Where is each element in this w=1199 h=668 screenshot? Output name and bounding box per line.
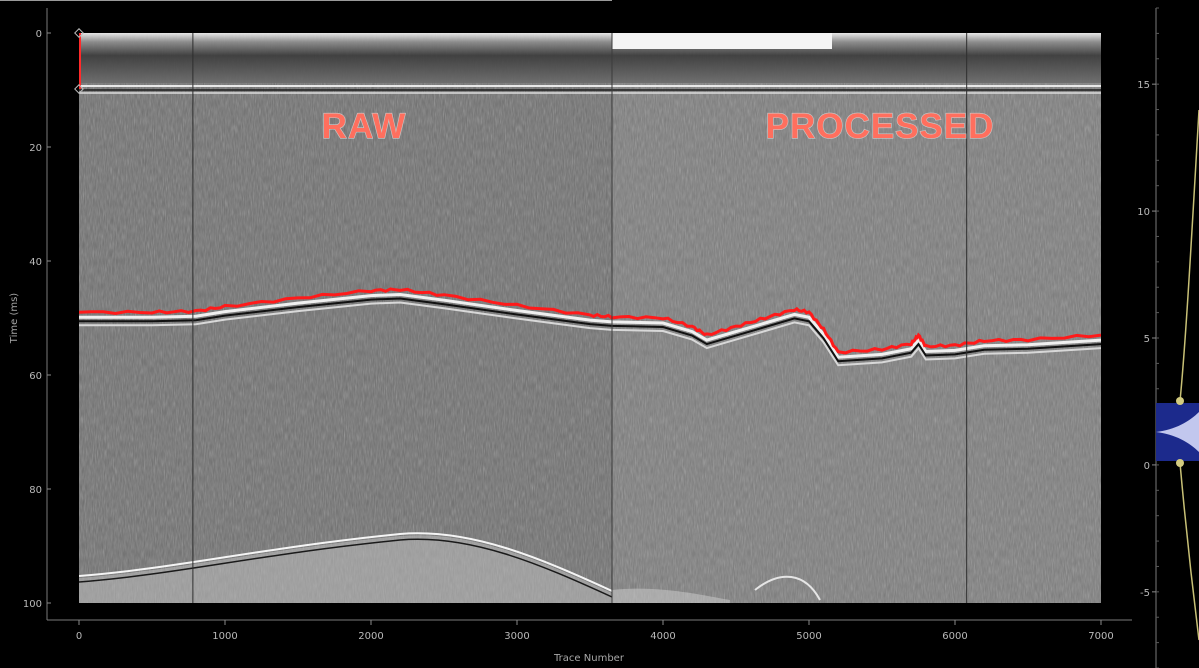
y-tick-label: 0 xyxy=(36,29,42,40)
curve-handle-top[interactable] xyxy=(1176,397,1184,405)
pick-start-marker[interactable] xyxy=(74,28,84,94)
side-tick-label: 15 xyxy=(1137,80,1150,91)
x-tick-label: 3000 xyxy=(504,631,529,642)
y-tick-label: 100 xyxy=(23,599,42,610)
y-axis-ticks: 0 20 40 60 80 100 xyxy=(23,29,51,610)
amplitude-panel[interactable]: -5 0 5 10 15 xyxy=(1137,7,1199,668)
x-tick-label: 6000 xyxy=(942,631,967,642)
side-axis-ticks: -5 0 5 10 15 xyxy=(1137,7,1159,668)
reflector-band xyxy=(79,292,1101,359)
processed-label: PROCESSED xyxy=(766,107,995,146)
radargram-image[interactable] xyxy=(79,33,1101,603)
amplitude-curve[interactable] xyxy=(1179,109,1199,641)
x-tick-label: 0 xyxy=(76,631,82,642)
x-axis-label: Trace Number xyxy=(553,653,625,664)
y-tick-label: 60 xyxy=(29,371,42,382)
pick-line[interactable] xyxy=(79,287,1101,355)
curve-handle-bottom[interactable] xyxy=(1176,459,1184,467)
side-tick-label: 5 xyxy=(1144,334,1150,345)
trace-markers xyxy=(192,33,968,603)
x-axis-ticks: 0 1000 2000 3000 4000 5000 6000 7000 xyxy=(76,620,1114,642)
x-tick-label: 2000 xyxy=(358,631,383,642)
y-axis-label: Time (ms) xyxy=(9,293,20,345)
x-tick-label: 1000 xyxy=(212,631,237,642)
y-tick-label: 20 xyxy=(29,143,42,154)
x-tick-label: 7000 xyxy=(1088,631,1113,642)
main-axes: 0 20 40 60 80 100 0 1000 2000 3000 4000 5000 6000 70… xyxy=(0,0,1132,664)
side-tick-label: -5 xyxy=(1140,588,1150,599)
side-tick-label: 10 xyxy=(1137,207,1150,218)
x-tick-label: 4000 xyxy=(650,631,675,642)
side-tick-label: 0 xyxy=(1144,461,1150,472)
raw-label: RAW xyxy=(322,107,407,146)
reflector-shadow xyxy=(79,297,1101,363)
y-tick-label: 40 xyxy=(29,257,42,268)
x-tick-label: 5000 xyxy=(796,631,821,642)
reflector-band-lower xyxy=(79,301,1101,367)
y-tick-label: 80 xyxy=(29,485,42,496)
